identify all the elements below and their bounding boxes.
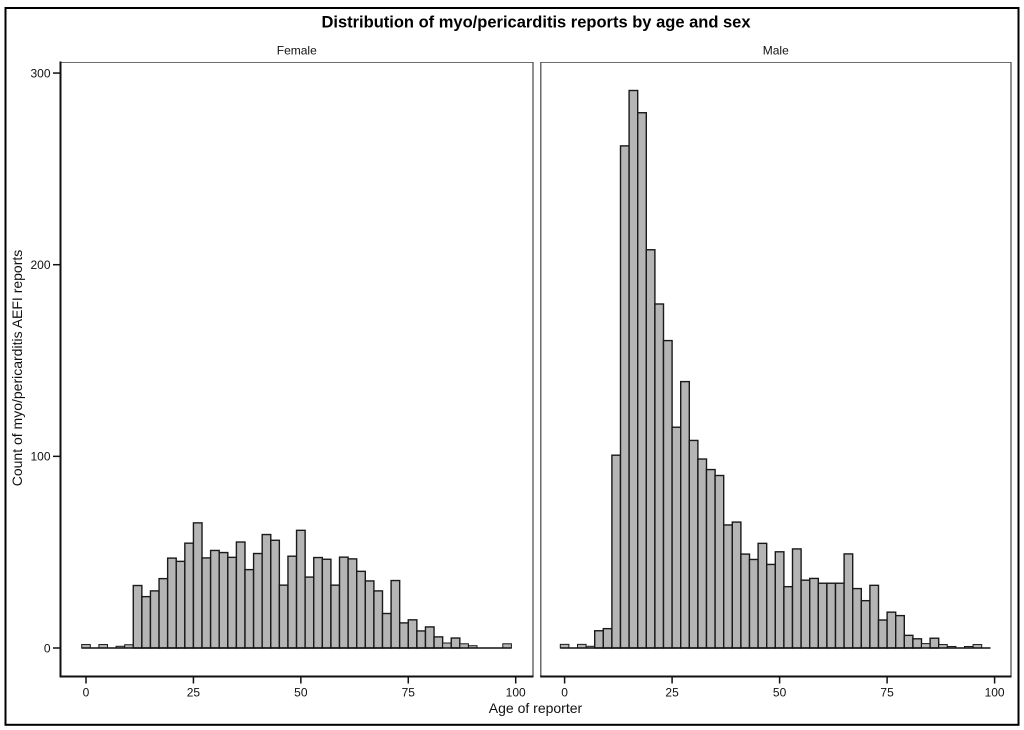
svg-text:Age of reporter: Age of reporter: [489, 700, 583, 716]
svg-text:Distribution of myo/pericardit: Distribution of myo/pericarditis reports…: [321, 14, 751, 32]
svg-text:Female: Female: [277, 44, 317, 58]
svg-text:50: 50: [773, 686, 787, 700]
svg-text:100: 100: [506, 686, 526, 700]
svg-text:200: 200: [30, 258, 50, 272]
svg-text:25: 25: [187, 686, 201, 700]
svg-text:300: 300: [30, 66, 50, 80]
svg-text:75: 75: [402, 686, 416, 700]
svg-text:0: 0: [83, 686, 90, 700]
svg-text:Count of myo/pericarditis AEFI: Count of myo/pericarditis AEFI reports: [9, 250, 25, 487]
svg-text:25: 25: [665, 686, 679, 700]
svg-text:0: 0: [44, 641, 51, 655]
svg-text:50: 50: [294, 686, 308, 700]
svg-text:Male: Male: [763, 44, 789, 58]
svg-text:75: 75: [880, 686, 894, 700]
svg-text:100: 100: [985, 686, 1005, 700]
svg-text:0: 0: [561, 686, 568, 700]
svg-text:100: 100: [30, 450, 50, 464]
